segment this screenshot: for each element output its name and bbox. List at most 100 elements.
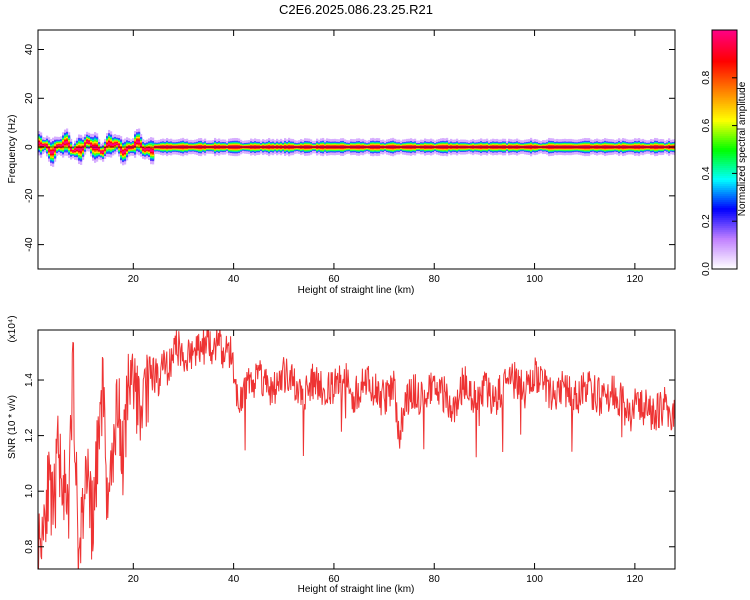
spectrogram-cell <box>106 143 109 147</box>
colorbar-step <box>712 253 737 256</box>
colorbar-step <box>712 143 737 147</box>
colorbar-step <box>712 117 737 121</box>
colorbar-step <box>712 255 737 258</box>
colorbar-gradient <box>712 30 737 270</box>
snr-x-tick-label: 120 <box>627 574 644 585</box>
colorbar-step <box>712 85 737 89</box>
spectrogram-cell <box>98 148 101 151</box>
spectrogram-ridge <box>38 128 675 167</box>
colorbar-step <box>712 221 737 224</box>
colorbar-step <box>712 183 737 186</box>
colorbar-step <box>712 157 737 161</box>
colorbar-frame <box>711 29 738 270</box>
colorbar-step <box>712 227 737 230</box>
spectrogram-cell <box>120 148 123 152</box>
snr-y-label: SNR (10 * v/v) <box>7 395 18 459</box>
colorbar-step <box>712 215 737 218</box>
colorbar-step <box>712 61 737 65</box>
colorbar-step <box>712 109 737 113</box>
colorbar-tick-label: 0.8 <box>701 70 712 84</box>
colorbar-step <box>712 113 737 117</box>
colorbar-step <box>712 233 737 236</box>
colorbar-step <box>712 167 737 171</box>
colorbar-step <box>712 203 737 206</box>
spectrogram-cell <box>44 144 47 146</box>
colorbar-step <box>712 37 737 41</box>
colorbar-step <box>712 107 737 111</box>
colorbar-step <box>712 169 737 173</box>
colorbar-step <box>712 59 737 63</box>
spectrogram-panel: 20 40 60 80 100 120 -40 -20 0 20 40 Height of stra… <box>7 29 676 296</box>
spectrogram-cell <box>142 148 145 150</box>
spectrogram-cell <box>124 150 127 153</box>
spectrogram-cell <box>144 149 147 151</box>
colorbar-step <box>712 231 737 234</box>
colorbar-step <box>712 83 737 87</box>
spectrogram-cell <box>152 149 155 153</box>
colorbar-step <box>712 99 737 103</box>
colorbar-step <box>712 207 737 210</box>
snr-y-tick-label: 0.8 <box>24 539 35 553</box>
spectrogram-x-tick-label: 100 <box>526 274 543 285</box>
snr-panel: 20 40 60 80 100 120 0.8 1.0 1.2 1.4 Height of str… <box>7 315 676 595</box>
colorbar-step <box>712 43 737 47</box>
colorbar-step <box>712 239 737 242</box>
colorbar-step <box>712 257 737 260</box>
colorbar-step <box>712 33 737 37</box>
colorbar-step <box>712 53 737 57</box>
colorbar-step <box>712 119 737 123</box>
spectrogram-cell <box>146 148 149 150</box>
spectrogram-cell <box>82 147 85 150</box>
colorbar-step <box>712 30 737 33</box>
snr-x-tick-label: 40 <box>228 574 240 585</box>
colorbar-tick-label: 0.0 <box>701 262 712 276</box>
spectrogram-cell <box>138 140 141 144</box>
colorbar-step <box>712 139 737 143</box>
colorbar-step <box>712 205 737 208</box>
colorbar-step <box>712 145 737 149</box>
snr-x-tick-label: 80 <box>429 574 441 585</box>
spectrogram-cell <box>52 150 55 154</box>
colorbar-tick-label: 0.4 <box>701 166 712 180</box>
colorbar-step <box>712 193 737 196</box>
colorbar-step <box>712 127 737 131</box>
colorbar-step <box>712 159 737 163</box>
snr-x-tick-label: 60 <box>328 574 340 585</box>
colorbar: 0.0 0.2 0.4 0.6 0.8 Normalized spectral ampl… <box>701 29 748 276</box>
spectrogram-cell <box>130 146 133 149</box>
spectrogram-cell <box>110 143 113 146</box>
colorbar-step <box>712 31 737 35</box>
spectrogram-cell <box>94 145 97 149</box>
snr-y-tick-label: 1.2 <box>24 428 35 442</box>
colorbar-step <box>712 55 737 59</box>
colorbar-step <box>712 213 737 216</box>
colorbar-step <box>712 189 737 192</box>
colorbar-step <box>712 123 737 127</box>
colorbar-step <box>712 39 737 43</box>
colorbar-step <box>712 181 737 184</box>
colorbar-step <box>712 129 737 133</box>
spectrogram-cell <box>90 144 93 147</box>
colorbar-step <box>712 51 737 55</box>
snr-series-line <box>38 330 675 569</box>
colorbar-step <box>712 259 737 262</box>
colorbar-step <box>712 153 737 157</box>
spectrogram-x-tick-label: 120 <box>627 274 644 285</box>
spectrogram-cell <box>102 151 105 153</box>
colorbar-step <box>712 229 737 232</box>
spectrogram-cell <box>62 143 65 147</box>
colorbar-step <box>712 161 737 165</box>
spectrogram-cell <box>104 148 107 150</box>
colorbar-step <box>712 267 737 270</box>
spectrogram-cell <box>48 148 51 151</box>
colorbar-step <box>712 243 737 246</box>
colorbar-step <box>712 237 737 240</box>
colorbar-step <box>712 247 737 250</box>
spectrogram-cell <box>66 140 69 144</box>
spectrogram-cell <box>122 151 125 154</box>
colorbar-tick-label: 0.2 <box>701 214 712 228</box>
colorbar-step <box>712 137 737 141</box>
spectrogram-cell <box>150 149 153 152</box>
colorbar-step <box>712 251 737 254</box>
